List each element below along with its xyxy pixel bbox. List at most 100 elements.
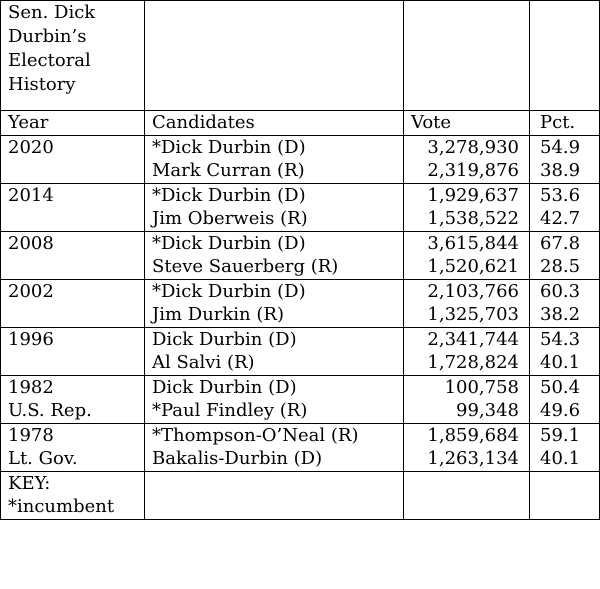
vote-cell: 3,278,930 2,319,876 [403, 134, 530, 184]
vote-percent: 50.4 [540, 376, 581, 398]
election-row: 2008 *Dick Durbin (D) Steve Sauerberg (R) 3… [0, 230, 600, 280]
year-cell: 2002 [0, 278, 145, 328]
election-office: Lt. Gov. [8, 448, 78, 469]
key-line: KEY: [8, 472, 51, 494]
election-year: 2002 [8, 280, 54, 302]
title-line: Sen. Dick [8, 2, 96, 23]
candidate-name: *Paul Findley (R) [152, 400, 308, 421]
candidates-cell: *Thompson-O’Neal (R) Bakalis-Durbin (D) [144, 422, 404, 472]
pct-cell: 60.3 38.2 [529, 278, 600, 328]
year-cell: 2008 [0, 230, 145, 280]
vote-count: 1,263,134 [427, 448, 519, 469]
vote-cell: 1,929,637 1,538,522 [403, 182, 530, 232]
pct-cell: 53.6 42.7 [529, 182, 600, 232]
vote-percent: 28.5 [540, 256, 581, 277]
vote-cell: 1,859,684 1,263,134 [403, 422, 530, 472]
vote-count: 100,758 [444, 376, 519, 398]
vote-percent: 38.2 [540, 304, 581, 325]
title-line: History [8, 74, 76, 95]
title-line: Durbin’s [8, 26, 87, 47]
vote-count: 99,348 [456, 400, 519, 421]
election-year: 1996 [8, 328, 54, 350]
candidate-name: Steve Sauerberg (R) [152, 256, 339, 277]
candidate-name: Dick Durbin (D) [152, 376, 297, 398]
candidates-cell: *Dick Durbin (D) Steve Sauerberg (R) [144, 230, 404, 280]
election-row: 1978 Lt. Gov. *Thompson-O’Neal (R) Bakalis-… [0, 422, 600, 472]
candidate-name: Mark Curran (R) [152, 160, 305, 181]
vote-percent: 42.7 [540, 208, 581, 229]
year-cell: 1982 U.S. Rep. [0, 374, 145, 424]
vote-percent: 67.8 [540, 232, 581, 254]
candidates-cell: *Dick Durbin (D) Mark Curran (R) [144, 134, 404, 184]
candidate-name: Bakalis-Durbin (D) [152, 448, 323, 469]
vote-count: 1,520,621 [427, 256, 519, 277]
vote-count: 2,103,766 [427, 280, 519, 302]
election-year: 1982 [8, 376, 54, 398]
vote-cell: 3,615,844 1,520,621 [403, 230, 530, 280]
pct-cell: 67.8 28.5 [529, 230, 600, 280]
title-row: Sen. Dick Durbin’s Electoral History [0, 0, 600, 111]
vote-count: 2,319,876 [427, 160, 519, 181]
vote-percent: 49.6 [540, 400, 581, 421]
key-cell: KEY: *incumbent [0, 470, 145, 520]
header-row: Year Candidates Vote Pct. [0, 110, 600, 136]
vote-count: 1,325,703 [427, 304, 519, 325]
header-vote: Vote [403, 110, 530, 136]
election-row: 1982 U.S. Rep. Dick Durbin (D) *Paul Findle… [0, 374, 600, 424]
vote-cell: 100,758 99,348 [403, 374, 530, 424]
pct-cell: 59.1 40.1 [529, 422, 600, 472]
empty-cell [403, 470, 530, 520]
candidate-name: *Dick Durbin (D) [152, 280, 306, 302]
header-year: Year [0, 110, 145, 136]
election-year: 2020 [8, 136, 54, 158]
header-pct: Pct. [529, 110, 600, 136]
candidates-cell: Dick Durbin (D) *Paul Findley (R) [144, 374, 404, 424]
candidate-name: Al Salvi (R) [152, 352, 255, 373]
empty-cell [144, 0, 404, 111]
election-year: 2014 [8, 184, 54, 206]
empty-cell [403, 0, 530, 111]
vote-count: 2,341,744 [427, 328, 519, 350]
pct-cell: 54.3 40.1 [529, 326, 600, 376]
election-year: 2008 [8, 232, 54, 254]
vote-percent: 54.3 [540, 328, 581, 350]
title-line: Electoral [8, 50, 91, 71]
vote-percent: 54.9 [540, 136, 581, 158]
candidate-name: *Dick Durbin (D) [152, 136, 306, 158]
candidate-name: Dick Durbin (D) [152, 328, 297, 350]
election-row: 2020 *Dick Durbin (D) Mark Curran (R) 3,278… [0, 134, 600, 184]
election-row: 2002 *Dick Durbin (D) Jim Durkin (R) 2,103,… [0, 278, 600, 328]
pct-cell: 54.9 38.9 [529, 134, 600, 184]
election-year: 1978 [8, 424, 54, 446]
empty-cell [529, 470, 600, 520]
candidate-name: *Dick Durbin (D) [152, 184, 306, 206]
vote-cell: 2,103,766 1,325,703 [403, 278, 530, 328]
vote-cell: 2,341,744 1,728,824 [403, 326, 530, 376]
vote-count: 1,929,637 [427, 184, 519, 206]
table-title: Sen. Dick Durbin’s Electoral History [0, 0, 145, 111]
vote-count: 3,615,844 [427, 232, 519, 254]
header-candidates: Candidates [144, 110, 404, 136]
election-row: 1996 Dick Durbin (D) Al Salvi (R) 2,341,744… [0, 326, 600, 376]
vote-count: 3,278,930 [427, 136, 519, 158]
year-cell: 1996 [0, 326, 145, 376]
empty-cell [144, 470, 404, 520]
empty-cell [529, 0, 600, 111]
vote-percent: 40.1 [540, 352, 581, 373]
candidates-cell: Dick Durbin (D) Al Salvi (R) [144, 326, 404, 376]
vote-percent: 53.6 [540, 184, 581, 206]
key-line: *incumbent [8, 496, 115, 517]
vote-percent: 40.1 [540, 448, 581, 469]
year-cell: 2020 [0, 134, 145, 184]
candidate-name: *Dick Durbin (D) [152, 232, 306, 254]
candidates-cell: *Dick Durbin (D) Jim Oberweis (R) [144, 182, 404, 232]
key-row: KEY: *incumbent [0, 470, 600, 520]
year-cell: 1978 Lt. Gov. [0, 422, 145, 472]
vote-percent: 38.9 [540, 160, 581, 181]
vote-percent: 59.1 [540, 424, 581, 446]
vote-count: 1,538,522 [427, 208, 519, 229]
vote-count: 1,728,824 [427, 352, 519, 373]
candidate-name: Jim Oberweis (R) [152, 208, 308, 229]
candidates-cell: *Dick Durbin (D) Jim Durkin (R) [144, 278, 404, 328]
election-office: U.S. Rep. [8, 400, 92, 421]
